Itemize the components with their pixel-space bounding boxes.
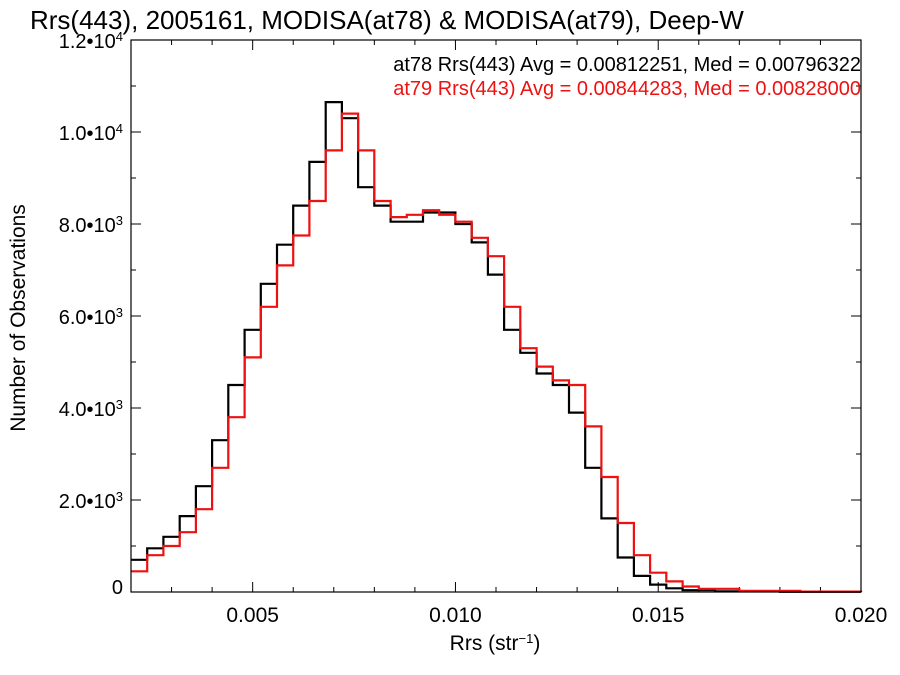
x-axis-label: Rrs (str−1)	[450, 631, 541, 656]
plot-frame	[130, 39, 862, 593]
x-tick-label: 0.020	[835, 604, 888, 627]
y-tick-label: 0	[112, 577, 123, 599]
y-tick-label: 6.0•103	[59, 305, 123, 330]
annotation-1: at79 Rrs(443) Avg = 0.00844283, Med = 0.…	[393, 78, 861, 100]
y-tick-label: 4.0•103	[59, 397, 123, 422]
y-tick-label: 2.0•103	[59, 489, 123, 514]
axis-ticks	[130, 39, 862, 593]
x-tick-label: 0.005	[226, 604, 279, 627]
y-tick-label: 1.0•104	[59, 121, 123, 146]
y-tick-label: 1.2•104	[59, 29, 123, 54]
series-line-0	[131, 101, 863, 593]
x-tick-label: 0.015	[632, 604, 685, 627]
y-tick-label: 8.0•103	[59, 213, 123, 238]
chart-title: Rrs(443), 2005161, MODISA(at78) & MODISA…	[30, 5, 744, 35]
x-tick-label: 0.010	[429, 604, 482, 627]
axis-tick-labels: 0.005 0.010 0.015 0.020 0 2.0•103 4.0•103 6.0•1…	[59, 29, 888, 628]
annotation-0: at78 Rrs(443) Avg = 0.00812251, Med = 0.…	[393, 54, 861, 76]
series-group	[131, 101, 863, 593]
series-line-1	[131, 112, 863, 593]
svg-text:Number of Observations: Number of Observations	[7, 204, 30, 432]
y-axis-label: Number of Observations	[7, 204, 30, 432]
annotations: at78 Rrs(443) Avg = 0.00812251, Med = 0.…	[393, 54, 861, 100]
